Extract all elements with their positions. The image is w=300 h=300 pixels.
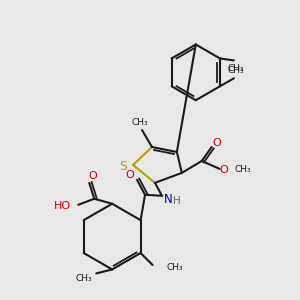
Text: S: S — [119, 160, 127, 173]
Text: HO: HO — [54, 201, 71, 211]
Text: N: N — [164, 193, 172, 206]
Text: CH₃: CH₃ — [167, 263, 183, 272]
Text: CH₃: CH₃ — [76, 274, 93, 283]
Text: CH₃: CH₃ — [227, 66, 244, 75]
Text: O: O — [126, 170, 134, 180]
Text: CH₃: CH₃ — [132, 118, 148, 127]
Text: O: O — [88, 171, 97, 181]
Text: CH₃: CH₃ — [235, 165, 251, 174]
Text: O: O — [212, 138, 221, 148]
Text: O: O — [219, 165, 228, 175]
Text: H: H — [173, 196, 181, 206]
Text: CH₃: CH₃ — [227, 64, 244, 73]
